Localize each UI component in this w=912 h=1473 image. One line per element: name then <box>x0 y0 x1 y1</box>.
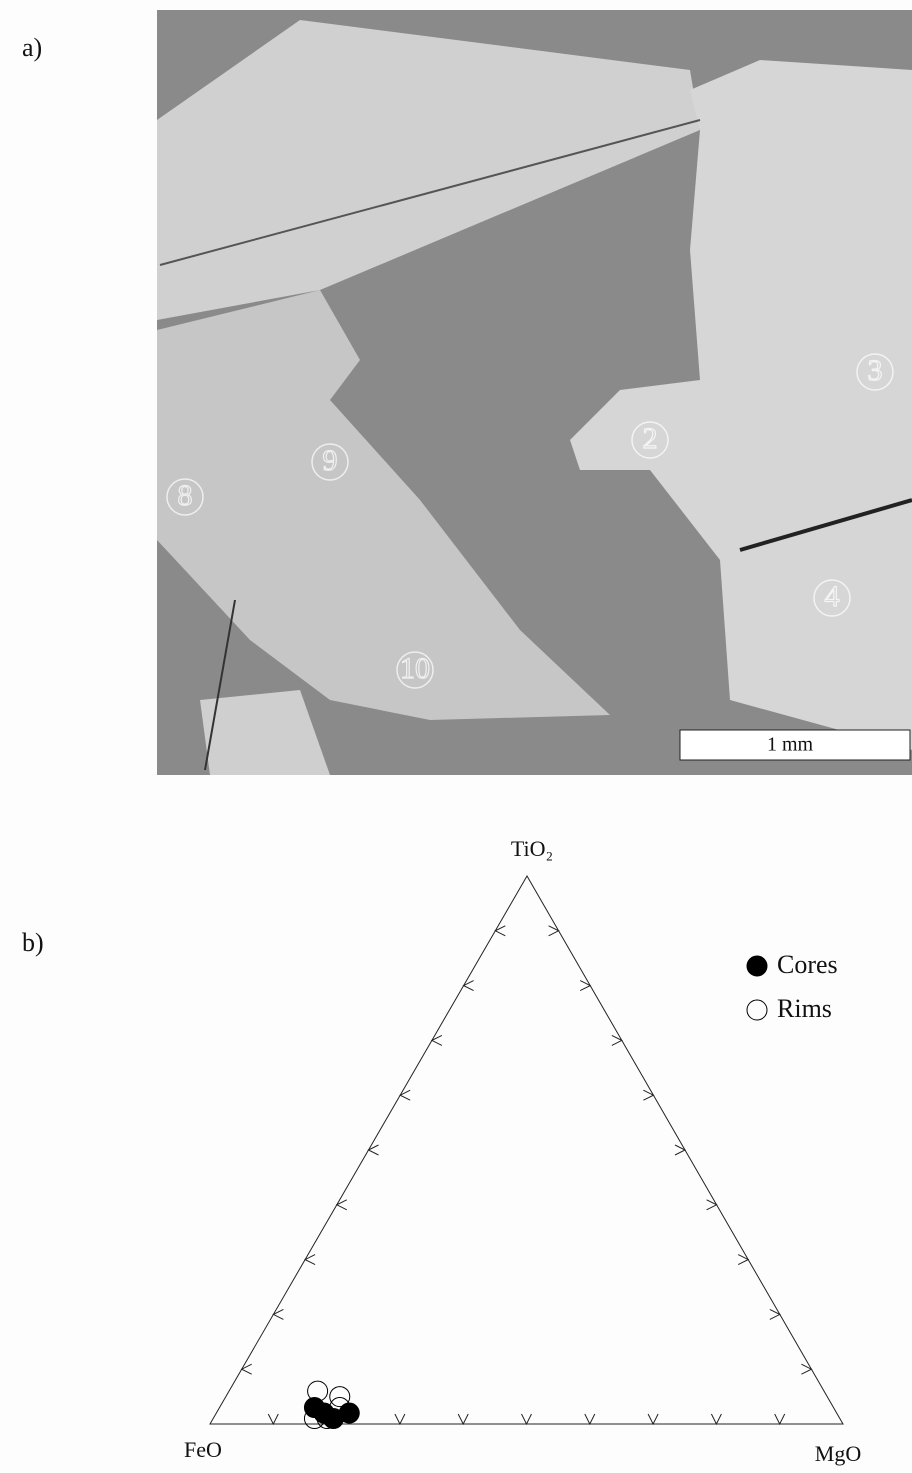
tick-mark <box>585 1414 595 1424</box>
figure: a) 1 mm 2 3 4 8 9 10 b) FeO MgO TiO₂ Cores Rims <box>0 0 912 1473</box>
axis-label: FeO <box>184 1437 222 1462</box>
spot-label: 4 <box>825 580 840 613</box>
spot-label: 9 <box>323 444 338 477</box>
axis-label: TiO₂ <box>511 836 553 861</box>
spot-label: 2 <box>643 422 658 455</box>
tick-mark <box>648 1414 658 1424</box>
scale-bar-label: 1 mm <box>767 734 814 756</box>
micrograph: 1 mm 2 3 4 8 9 10 <box>157 10 912 775</box>
spot-label: 10 <box>400 652 430 685</box>
tick-mark <box>395 1414 405 1424</box>
tick-mark <box>522 1414 532 1424</box>
tick-mark <box>268 1414 278 1424</box>
axis-label: MgO <box>815 1441 861 1466</box>
ternary-frame <box>210 876 843 1424</box>
spot-label: 8 <box>178 479 193 512</box>
tick-mark <box>458 1414 468 1424</box>
panel-label: b) <box>22 928 44 957</box>
data-point <box>330 1387 350 1407</box>
panel-label: a) <box>22 33 42 62</box>
legend-label: Rims <box>777 994 832 1023</box>
tick-mark <box>775 1414 785 1424</box>
tick-mark <box>711 1414 721 1424</box>
spot-label: 3 <box>868 354 883 387</box>
legend-label: Cores <box>777 950 838 979</box>
legend-marker <box>747 956 767 976</box>
legend-marker <box>747 1000 767 1020</box>
